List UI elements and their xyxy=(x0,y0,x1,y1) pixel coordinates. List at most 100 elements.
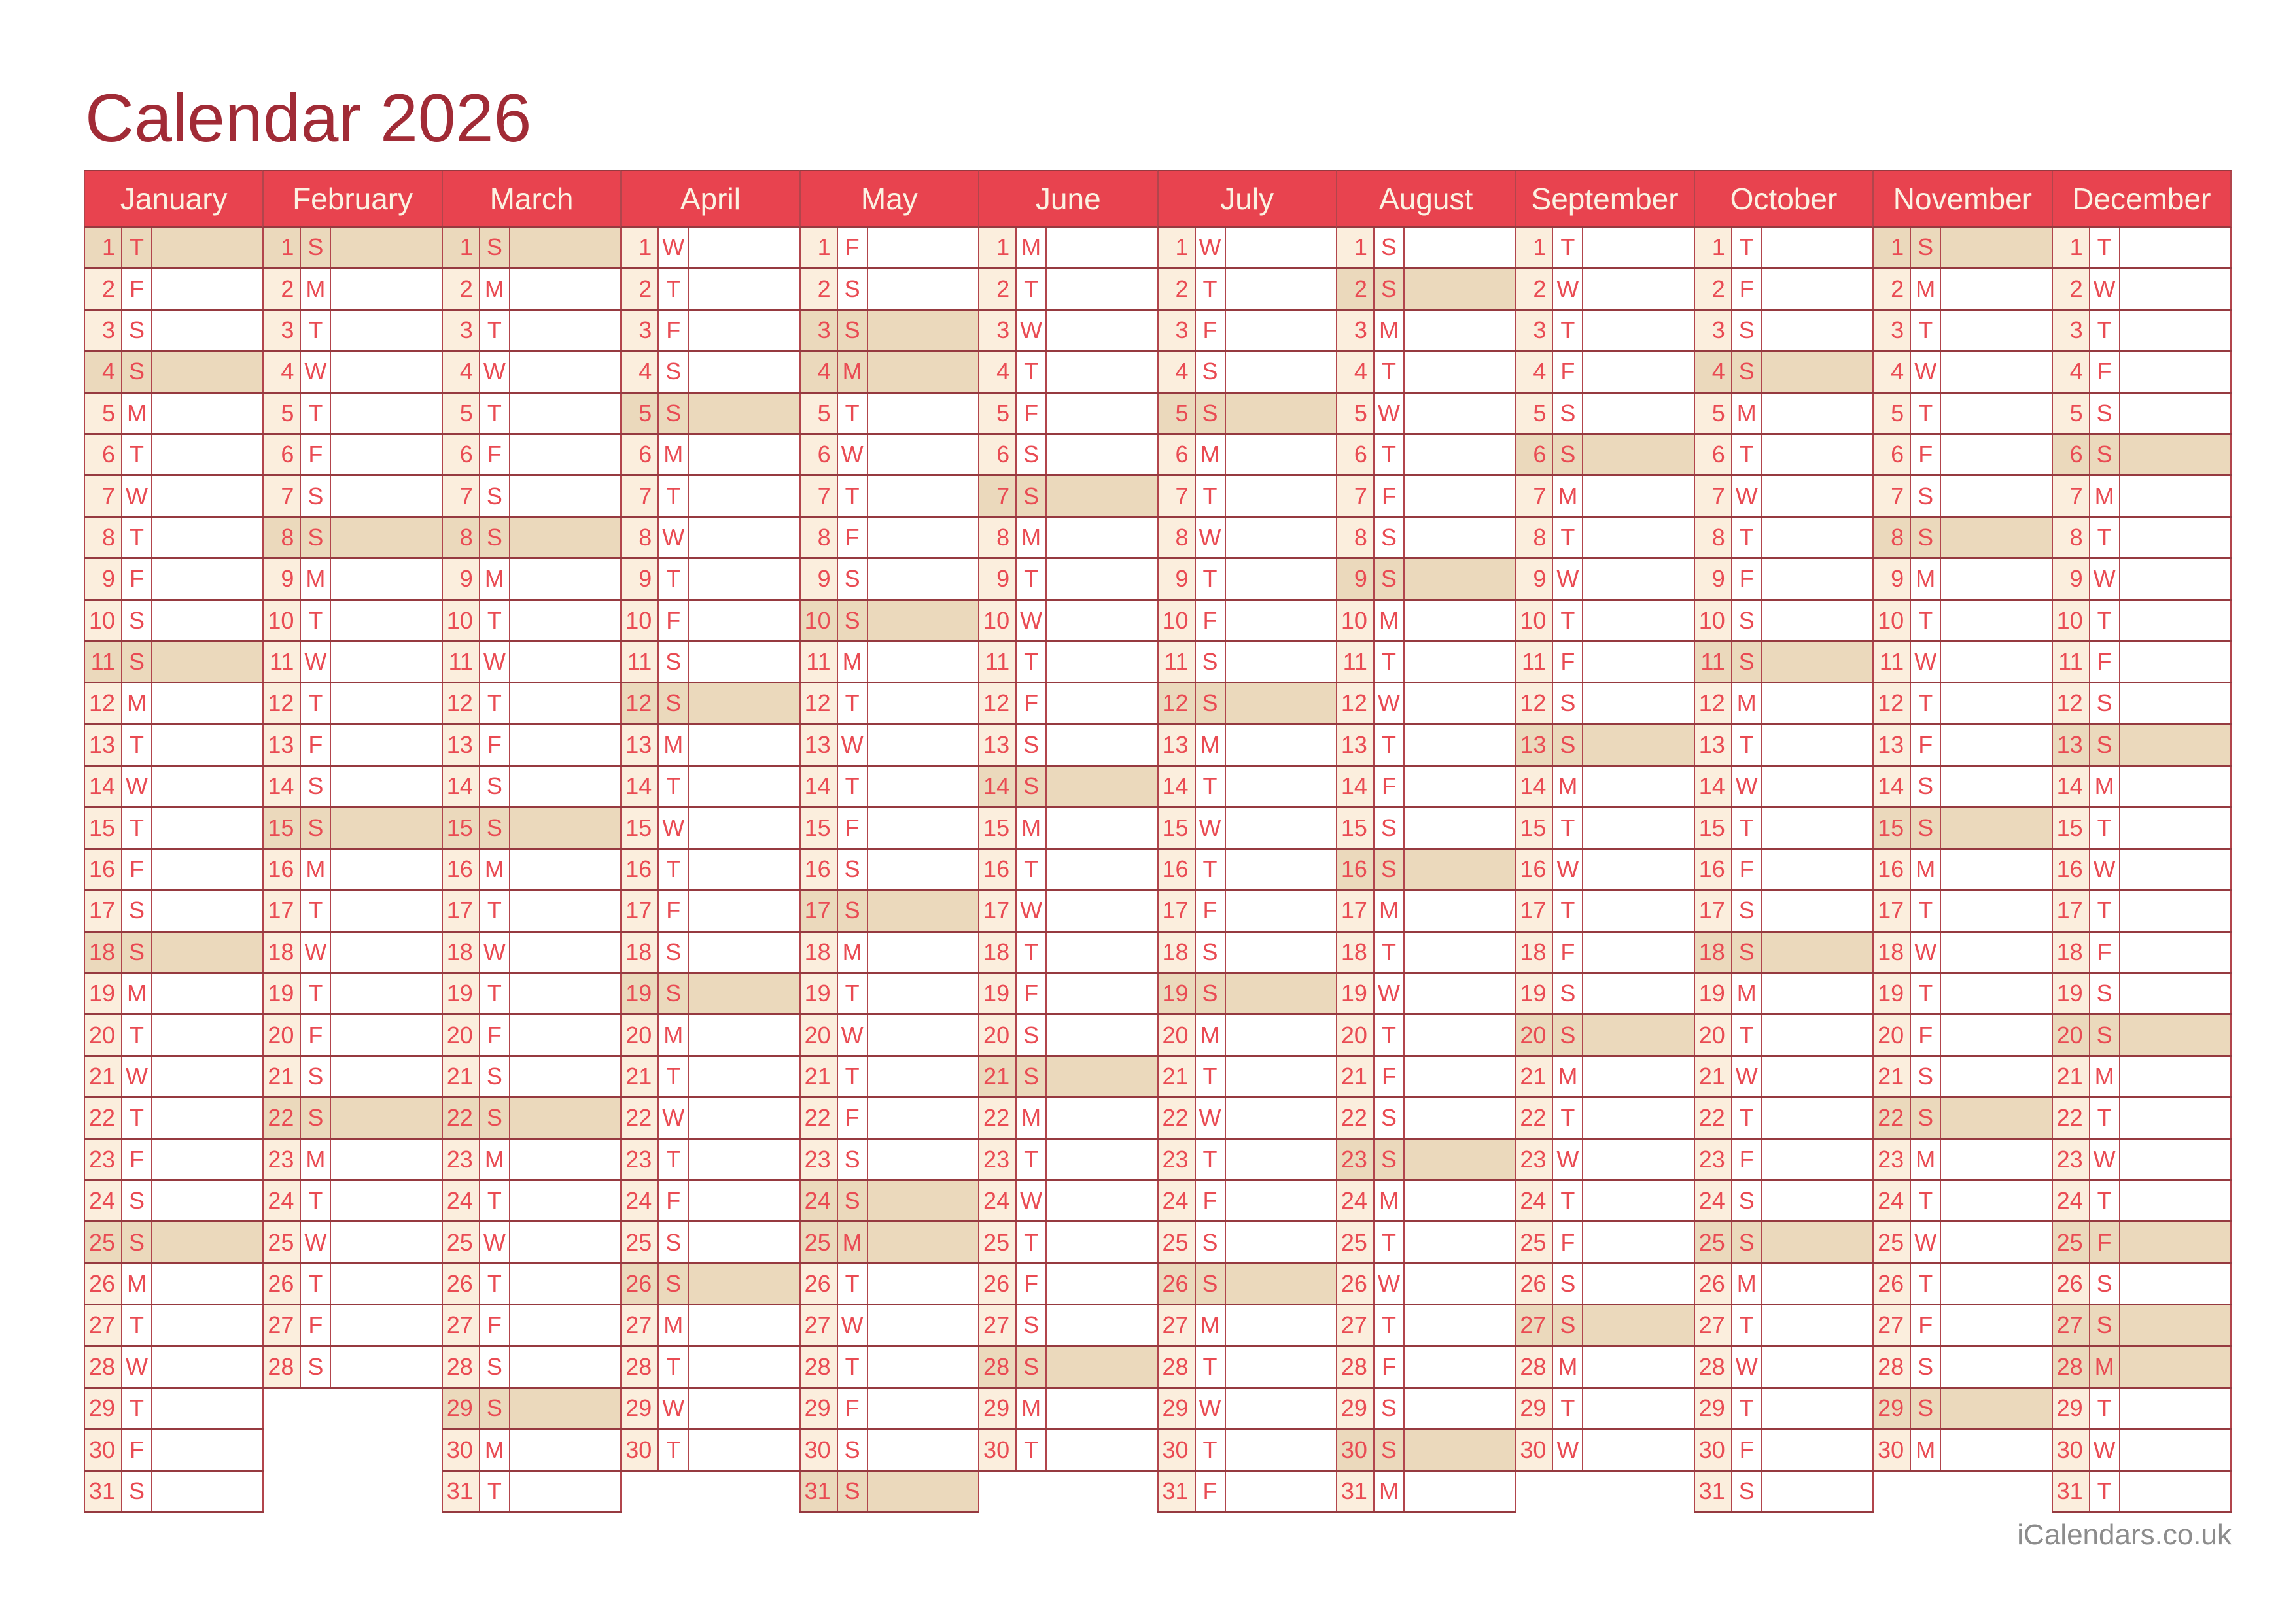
day-notes-space xyxy=(1762,1098,1874,1138)
day-letter: W xyxy=(837,725,868,765)
day-notes-space xyxy=(1404,974,1516,1014)
day-number: 27 xyxy=(1693,1305,1732,1345)
day-row-november-20: 20 F xyxy=(1872,1015,2053,1057)
day-number: 29 xyxy=(1157,1388,1196,1428)
day-letter: S xyxy=(1732,352,1762,392)
day-number: 14 xyxy=(262,767,302,806)
day-notes-space xyxy=(152,1305,264,1345)
day-notes-space xyxy=(1941,1222,2053,1262)
day-notes-space xyxy=(152,1222,264,1262)
day-number: 11 xyxy=(1693,642,1732,682)
day-number: 8 xyxy=(620,517,659,558)
day-letter: T xyxy=(480,683,510,723)
day-number: 24 xyxy=(1335,1181,1375,1221)
day-notes-space xyxy=(331,1222,443,1262)
day-number: 19 xyxy=(1515,974,1554,1014)
day-row-march-27: 27 F xyxy=(441,1305,622,1347)
day-number: 21 xyxy=(1515,1056,1554,1097)
day-letter: M xyxy=(659,1305,690,1345)
day-letter: S xyxy=(480,228,510,268)
day-letter: S xyxy=(659,352,690,392)
day-row-may-17: 17 S xyxy=(799,891,980,933)
month-header-february: February xyxy=(262,170,443,228)
day-number: 22 xyxy=(1515,1098,1554,1138)
day-number: 13 xyxy=(620,725,659,765)
day-notes-space xyxy=(867,932,980,973)
day-row-july-19: 19 S xyxy=(1157,974,1337,1016)
day-notes-space xyxy=(1047,559,1159,599)
day-row-january-29: 29 T xyxy=(84,1388,264,1430)
day-number: 21 xyxy=(262,1056,302,1097)
day-row-august-27: 27 T xyxy=(1335,1305,1516,1347)
day-row-august-20: 20 T xyxy=(1335,1015,1516,1057)
day-number: 2 xyxy=(620,269,659,309)
day-number: 3 xyxy=(1157,310,1196,351)
day-letter: W xyxy=(837,434,868,475)
day-letter: S xyxy=(1732,642,1762,682)
day-letter: W xyxy=(1553,559,1584,599)
day-notes-space xyxy=(510,1222,622,1262)
day-number: 16 xyxy=(1515,849,1554,890)
day-number: 23 xyxy=(441,1139,480,1179)
day-row-february-26: 26 T xyxy=(262,1264,443,1306)
day-notes-space xyxy=(1047,1430,1159,1470)
day-letter: S xyxy=(1017,1056,1047,1097)
day-notes-space xyxy=(1404,1264,1516,1304)
day-notes-space xyxy=(1225,683,1337,723)
day-number: 16 xyxy=(799,849,838,890)
day-notes-space xyxy=(867,974,980,1014)
day-row-september-22: 22 T xyxy=(1515,1098,1695,1140)
day-letter: M xyxy=(1195,1305,1226,1345)
day-letter: T xyxy=(2090,310,2120,351)
day-number: 28 xyxy=(1515,1347,1554,1387)
day-notes-space xyxy=(1404,808,1516,848)
day-number: 26 xyxy=(978,1264,1017,1304)
day-notes-space xyxy=(510,1264,622,1304)
day-number: 17 xyxy=(1515,891,1554,931)
day-notes-space xyxy=(1047,849,1159,890)
day-letter: S xyxy=(480,476,510,516)
day-letter: S xyxy=(2090,393,2120,433)
day-letter: S xyxy=(1017,767,1047,806)
day-letter: S xyxy=(1374,1139,1405,1179)
day-row-september-15: 15 T xyxy=(1515,808,1695,850)
day-number: 5 xyxy=(441,393,480,433)
day-row-june-25: 25 T xyxy=(978,1222,1159,1264)
month-header-january: January xyxy=(84,170,264,228)
day-number: 23 xyxy=(1515,1139,1554,1179)
day-letter: F xyxy=(122,559,152,599)
day-row-november-25: 25 W xyxy=(1872,1222,2053,1264)
day-number: 30 xyxy=(1872,1430,1912,1470)
day-notes-space xyxy=(2120,1264,2232,1304)
day-notes-space xyxy=(2120,642,2232,682)
day-row-april-17: 17 F xyxy=(620,891,801,933)
day-notes-space xyxy=(1941,725,2053,765)
day-notes-space xyxy=(867,1056,980,1097)
day-row-march-17: 17 T xyxy=(441,891,622,933)
day-row-may-27: 27 W xyxy=(799,1305,980,1347)
day-letter: T xyxy=(1911,683,1942,723)
day-notes-space xyxy=(1404,1222,1516,1262)
day-letter: F xyxy=(1553,932,1584,973)
day-notes-space xyxy=(1225,310,1337,351)
day-notes-space xyxy=(689,310,801,351)
day-letter: W xyxy=(837,1015,868,1055)
day-row-january-25: 25 S xyxy=(84,1222,264,1264)
day-number: 9 xyxy=(620,559,659,599)
day-notes-space xyxy=(2120,228,2232,268)
day-number: 2 xyxy=(2051,269,2090,309)
day-notes-space xyxy=(1583,1056,1695,1097)
day-letter: S xyxy=(1374,849,1405,890)
day-row-august-23: 23 S xyxy=(1335,1139,1516,1181)
day-letter: T xyxy=(122,725,152,765)
day-row-july-23: 23 T xyxy=(1157,1139,1337,1181)
day-letter: S xyxy=(480,1098,510,1138)
day-notes-space xyxy=(152,1139,264,1179)
day-notes-space xyxy=(1583,393,1695,433)
day-notes-space xyxy=(152,559,264,599)
